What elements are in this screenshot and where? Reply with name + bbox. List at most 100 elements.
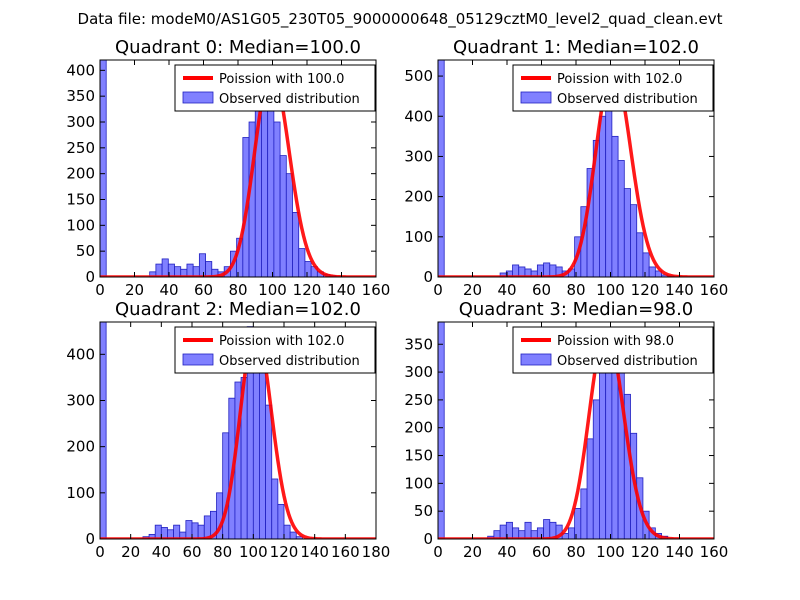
- histogram-bar: [155, 263, 163, 277]
- histogram-bar: [285, 173, 293, 277]
- x-tick-label: 0: [95, 543, 105, 561]
- legend-label: Poission with 100.0: [219, 72, 344, 87]
- y-tick-label: 50: [76, 242, 95, 260]
- y-tick-label: 250: [66, 139, 95, 157]
- y-tick-label: 300: [404, 147, 433, 165]
- histogram-bar: [161, 258, 169, 277]
- histogram-bar: [277, 503, 285, 539]
- histogram-bar: [292, 212, 300, 277]
- panels: Quadrant 0: Median=100.00 20 40 60 80 100 120 1…: [66, 37, 728, 561]
- histogram-bars: [100, 322, 303, 539]
- axes-frame: [99, 321, 377, 540]
- poisson-curve: [100, 68, 376, 277]
- histogram-bar: [271, 478, 279, 539]
- legend-label: Observed distribution: [219, 92, 360, 107]
- panel-title: Quadrant 1: Median=102.0: [453, 37, 699, 58]
- histogram-bar: [623, 188, 631, 277]
- x-tick-label: 140: [665, 543, 694, 561]
- histogram-bar: [605, 107, 613, 277]
- legend-label: Observed distribution: [557, 354, 698, 369]
- x-tick-label: 0: [433, 543, 443, 561]
- legend-label: Poission with 102.0: [557, 72, 682, 87]
- y-tick-label: 100: [404, 228, 433, 246]
- x-tick-label: 20: [125, 281, 144, 299]
- y-tick-label: 400: [66, 345, 95, 363]
- x-tick-label: 100: [239, 543, 268, 561]
- histogram-bar: [543, 519, 551, 539]
- histogram-bar: [543, 262, 551, 277]
- legend: Poission with 98.0 Observed distribution: [512, 326, 714, 374]
- x-tick-label: 40: [497, 281, 516, 299]
- x-tick-label: 120: [293, 281, 322, 299]
- histogram-bar: [654, 270, 662, 277]
- y-tick-label: 500: [404, 67, 433, 85]
- x-tick-label: 20: [121, 543, 140, 561]
- panel-title: Quadrant 0: Median=100.0: [115, 37, 361, 58]
- histogram-bar: [499, 524, 507, 539]
- x-tick-label: 120: [270, 543, 299, 561]
- x-tick-label: 120: [631, 543, 660, 561]
- y-tick-label: 300: [66, 113, 95, 131]
- legend-label: Poission with 102.0: [219, 334, 344, 349]
- histogram-bar: [203, 515, 211, 539]
- legend-label: Observed distribution: [557, 92, 698, 107]
- chart-panel-0: Quadrant 0: Median=100.0 0 20 40 60 80 100 120 1…: [66, 37, 390, 299]
- poisson-curve: [438, 66, 714, 277]
- histogram-bar: [259, 363, 267, 539]
- y-tick-label: 400: [404, 107, 433, 125]
- x-tick-label: 40: [152, 543, 171, 561]
- y-tick-label: 350: [404, 335, 433, 353]
- x-tick-label: 100: [596, 281, 625, 299]
- y-tick-label: 0: [423, 268, 433, 286]
- legend-patch-swatch: [520, 353, 552, 366]
- histogram-bar: [592, 399, 600, 539]
- x-tick-label: 40: [159, 281, 178, 299]
- legend-label: Observed distribution: [219, 354, 360, 369]
- x-tick-label: 140: [327, 281, 356, 299]
- x-tick-label: 80: [213, 543, 232, 561]
- histogram-bar: [205, 261, 213, 277]
- histogram-bar: [173, 524, 181, 539]
- y-tick-label: 400: [66, 61, 95, 79]
- histogram-bar: [279, 155, 287, 277]
- x-tick-label: 0: [95, 281, 105, 299]
- chart-panel-2: Quadrant 2: Median=102.0 0 20 40 60 80 100 120 1…: [66, 299, 390, 561]
- histogram-bar: [568, 527, 576, 539]
- histogram-bar: [580, 488, 588, 539]
- histogram-bar: [642, 252, 650, 277]
- histogram-bar: [648, 266, 656, 277]
- x-tick-label: 60: [532, 281, 551, 299]
- histogram-bars: [438, 60, 675, 277]
- histogram-bar: [524, 521, 532, 539]
- histogram-bar: [636, 232, 644, 277]
- legend: Poission with 102.0 Observed distribution: [512, 64, 714, 112]
- histogram-bar: [100, 322, 107, 539]
- x-tick-label: 160: [700, 543, 729, 561]
- histogram-bar: [536, 264, 544, 277]
- x-tick-label: 160: [331, 543, 360, 561]
- histogram-bar: [267, 88, 275, 277]
- x-tick-label: 120: [631, 281, 660, 299]
- x-tick-label: 20: [463, 281, 482, 299]
- panel-title: Quadrant 2: Median=102.0: [115, 299, 361, 320]
- histogram-bar: [191, 522, 199, 539]
- panel-title: Quadrant 3: Median=98.0: [459, 299, 694, 320]
- x-tick-label: 100: [258, 281, 287, 299]
- figure-suptitle: Data file: modeM0/AS1G05_230T05_90000006…: [78, 10, 723, 29]
- histogram-bar: [273, 121, 281, 277]
- histogram-bar: [154, 524, 162, 539]
- x-tick-label: 60: [182, 543, 201, 561]
- histogram-bar: [611, 135, 619, 277]
- x-tick-label: 40: [497, 543, 516, 561]
- chart-panel-3: Quadrant 3: Median=98.0 0 20 40 60 80 100 120 14…: [404, 299, 728, 561]
- x-tick-label: 160: [362, 281, 391, 299]
- y-tick-label: 150: [66, 191, 95, 209]
- legend: Poission with 100.0 Observed distribution: [174, 64, 376, 112]
- histogram-bar: [185, 520, 193, 539]
- histogram-bar: [438, 322, 445, 539]
- y-tick-label: 250: [404, 391, 433, 409]
- legend-patch-swatch: [520, 91, 552, 104]
- histogram-bar: [599, 371, 607, 539]
- histogram-bar: [304, 261, 312, 277]
